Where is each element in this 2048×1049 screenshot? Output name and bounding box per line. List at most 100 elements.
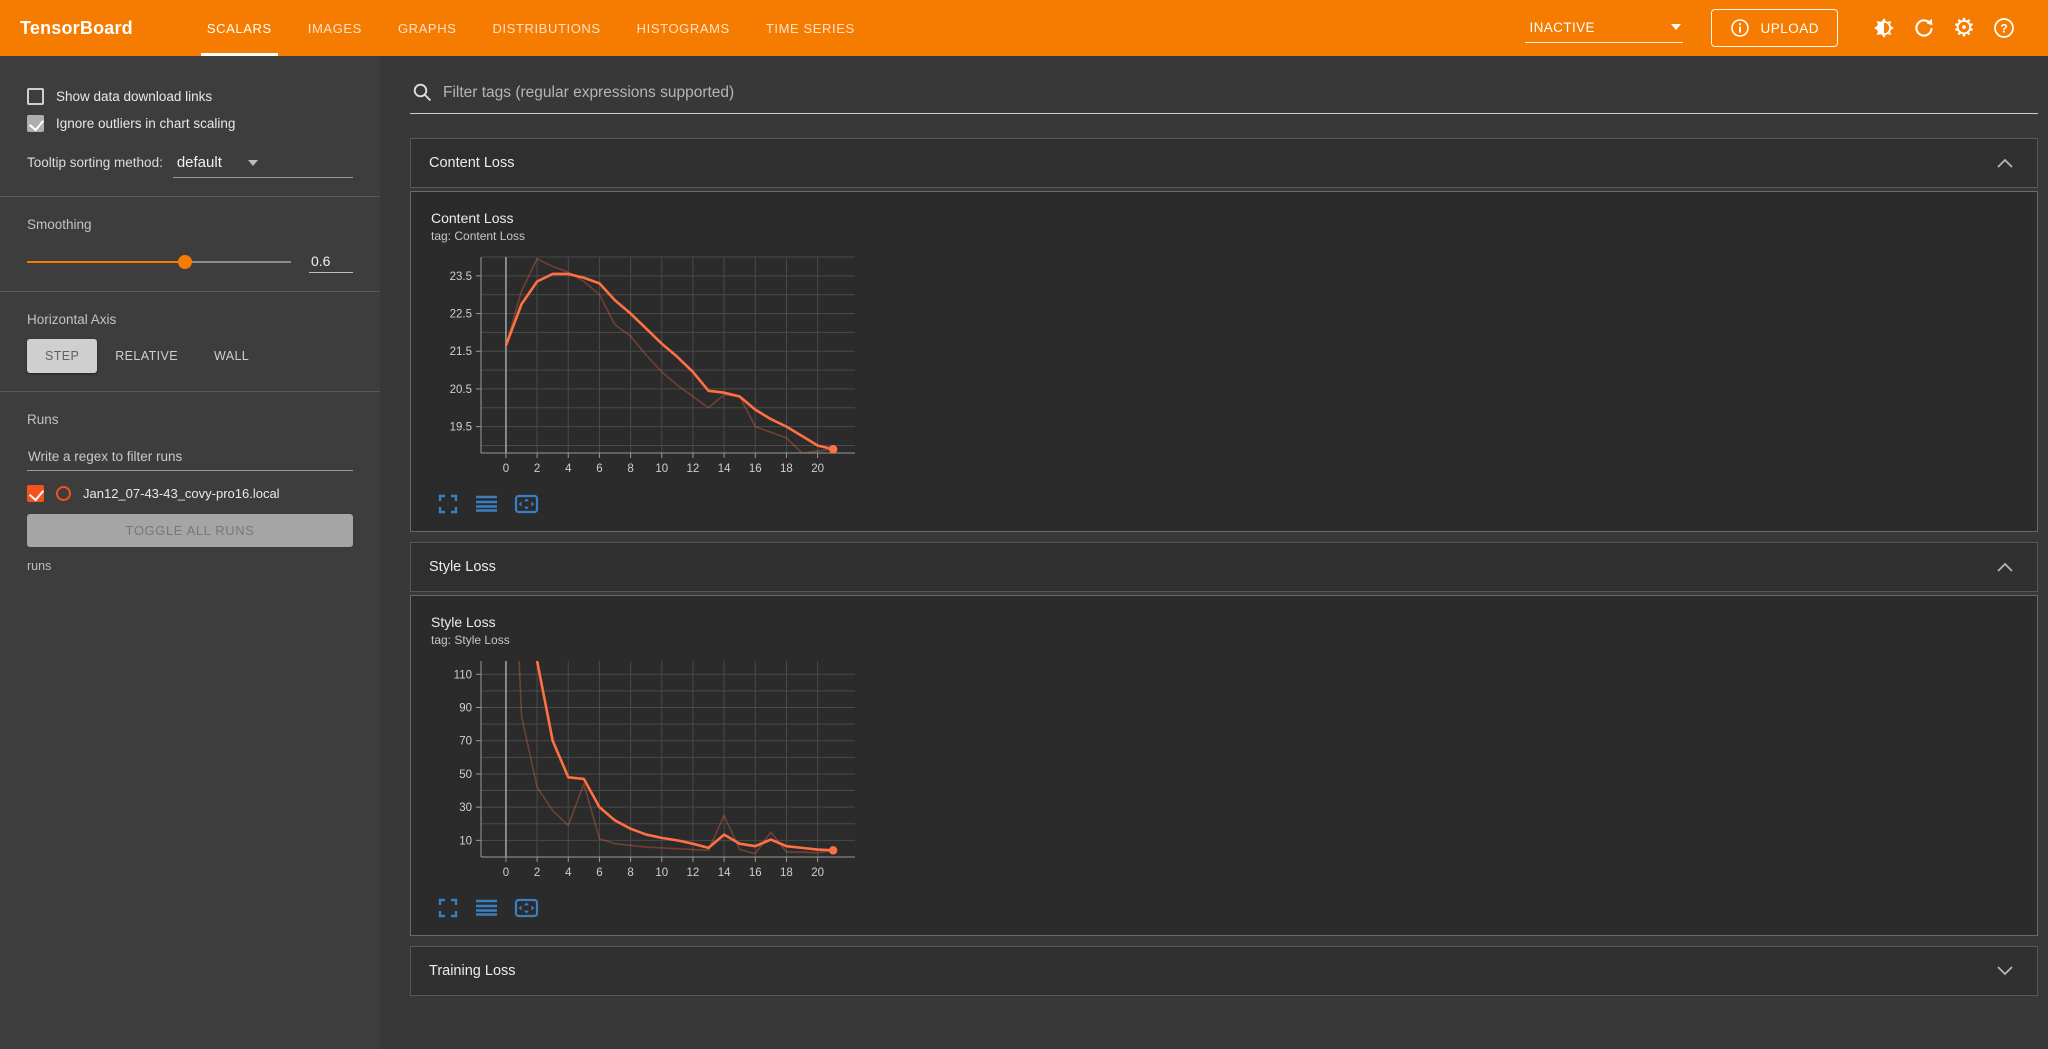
expand-icon[interactable] bbox=[437, 897, 459, 919]
axis-relative-button[interactable]: RELATIVE bbox=[97, 339, 196, 373]
chart-tag: tag: Content Loss bbox=[431, 229, 526, 243]
log-scale-lines-icon[interactable] bbox=[475, 897, 498, 919]
svg-text:19.5: 19.5 bbox=[450, 422, 472, 434]
upload-button-label: UPLOAD bbox=[1760, 20, 1819, 36]
chart-title: Content Loss bbox=[431, 210, 514, 226]
log-scale-lines-icon[interactable] bbox=[475, 493, 498, 515]
svg-text:0: 0 bbox=[503, 463, 509, 475]
settings-sidebar: Show data download links Ignore outliers… bbox=[0, 56, 380, 1049]
svg-text:21.5: 21.5 bbox=[450, 346, 472, 358]
svg-text:12: 12 bbox=[687, 867, 700, 879]
svg-text:4: 4 bbox=[565, 867, 572, 879]
scalars-dashboard: Content Loss Content Loss tag: Content L… bbox=[380, 56, 2048, 1049]
top-toolbar: TensorBoard SCALARS IMAGES GRAPHS DISTRI… bbox=[0, 0, 2048, 56]
slider-thumb[interactable] bbox=[178, 254, 193, 269]
section-body-style-loss: Style Loss tag: Style Loss 10 30 50 70 90 110… bbox=[410, 595, 2038, 936]
style-loss-line-chart[interactable]: 10 30 50 70 90 110 0 2 4 6 8 10 12 14 16 18 20 bbox=[431, 655, 861, 893]
toggle-all-runs-button[interactable]: TOGGLE ALL RUNS bbox=[27, 514, 353, 547]
fit-domain-icon[interactable] bbox=[514, 493, 539, 515]
refresh-icon[interactable] bbox=[1904, 8, 1944, 48]
expand-icon[interactable] bbox=[437, 493, 459, 515]
run-name: Jan12_07-43-43_covy-pro16.local bbox=[83, 486, 280, 501]
fit-domain-icon[interactable] bbox=[514, 897, 539, 919]
section-training-loss: Training Loss bbox=[410, 946, 2038, 996]
checkbox-unchecked-icon bbox=[27, 88, 44, 105]
gear-glyph: ⚙ bbox=[1952, 13, 1976, 42]
section-title: Content Loss bbox=[429, 155, 515, 171]
svg-text:10: 10 bbox=[655, 867, 668, 879]
run-list-item[interactable]: Jan12_07-43-43_covy-pro16.local bbox=[27, 485, 353, 502]
svg-text:0: 0 bbox=[503, 867, 509, 879]
chevron-up-icon[interactable] bbox=[1995, 157, 2015, 169]
tooltip-sort-value: default bbox=[176, 154, 222, 171]
info-icon bbox=[1731, 19, 1750, 37]
svg-text:20: 20 bbox=[811, 867, 824, 879]
tooltip-sort-select[interactable]: default bbox=[172, 152, 353, 178]
contrast-icon[interactable] bbox=[1864, 8, 1904, 48]
smoothing-value-input[interactable] bbox=[309, 250, 353, 273]
chart-tag: tag: Style Loss bbox=[431, 633, 510, 647]
tab-scalars[interactable]: SCALARS bbox=[189, 0, 290, 56]
run-color-circle-icon[interactable] bbox=[56, 486, 71, 501]
horizontal-axis-label: Horizontal Axis bbox=[27, 312, 117, 327]
svg-text:18: 18 bbox=[780, 867, 793, 879]
svg-text:2: 2 bbox=[534, 867, 540, 879]
show-download-links-label: Show data download links bbox=[56, 89, 213, 104]
tab-images[interactable]: IMAGES bbox=[307, 20, 362, 36]
content-loss-line-chart[interactable]: 19.5 20.5 21.5 22.5 23.5 0 2 4 6 8 10 12 14 16 18 20 bbox=[431, 251, 861, 489]
svg-text:14: 14 bbox=[718, 867, 731, 879]
section-body-content-loss: Content Loss tag: Content Loss 19.5 20.5 2… bbox=[410, 191, 2038, 532]
svg-text:12: 12 bbox=[687, 463, 700, 475]
chevron-up-icon[interactable] bbox=[1995, 561, 2015, 573]
status-dropdown[interactable]: INACTIVE bbox=[1525, 14, 1684, 43]
chevron-down-icon[interactable] bbox=[1995, 965, 2015, 977]
section-header-training-loss[interactable]: Training Loss bbox=[410, 946, 2038, 996]
chart-title: Style Loss bbox=[431, 614, 496, 630]
show-download-links-checkbox[interactable]: Show data download links bbox=[27, 88, 353, 105]
smoothing-label: Smoothing bbox=[27, 217, 92, 232]
tab-graphs[interactable]: GRAPHS bbox=[397, 20, 457, 36]
svg-text:20.5: 20.5 bbox=[450, 384, 472, 396]
chevron-down-icon bbox=[1671, 24, 1682, 30]
runs-caption: runs bbox=[27, 559, 52, 573]
divider bbox=[0, 391, 380, 392]
section-style-loss: Style Loss Style Loss tag: Style Loss 10… bbox=[410, 542, 2038, 936]
svg-text:16: 16 bbox=[749, 867, 762, 879]
axis-wall-button[interactable]: WALL bbox=[196, 339, 267, 373]
tab-time-series[interactable]: TIME SERIES bbox=[765, 20, 855, 36]
chart-card-content-loss: Content Loss tag: Content Loss 19.5 20.5 2… bbox=[431, 210, 861, 515]
svg-text:90: 90 bbox=[459, 703, 472, 715]
section-title: Training Loss bbox=[429, 963, 516, 979]
settings-gear-icon[interactable]: ⚙ bbox=[1944, 8, 1984, 48]
ignore-outliers-checkbox[interactable]: Ignore outliers in chart scaling bbox=[27, 115, 353, 132]
tab-histograms[interactable]: HISTOGRAMS bbox=[636, 20, 730, 36]
smoothing-slider[interactable] bbox=[27, 254, 291, 269]
divider bbox=[0, 291, 380, 292]
checkbox-checked-icon bbox=[27, 115, 44, 132]
upload-button[interactable]: UPLOAD bbox=[1711, 9, 1838, 47]
svg-text:6: 6 bbox=[596, 463, 602, 475]
ignore-outliers-label: Ignore outliers in chart scaling bbox=[56, 116, 236, 131]
svg-text:4: 4 bbox=[565, 463, 572, 475]
tab-distributions[interactable]: DISTRIBUTIONS bbox=[492, 20, 601, 36]
section-header-style-loss[interactable]: Style Loss bbox=[410, 542, 2038, 592]
tag-filter-input[interactable] bbox=[443, 83, 2036, 102]
svg-text:10: 10 bbox=[459, 835, 472, 847]
axis-step-button[interactable]: STEP bbox=[27, 339, 98, 373]
tag-filter-bar bbox=[410, 76, 2038, 114]
chevron-down-icon bbox=[247, 159, 258, 166]
status-dropdown-value: INACTIVE bbox=[1529, 19, 1595, 35]
svg-text:10: 10 bbox=[655, 463, 668, 475]
section-content-loss: Content Loss Content Loss tag: Content L… bbox=[410, 138, 2038, 532]
section-header-content-loss[interactable]: Content Loss bbox=[410, 138, 2038, 188]
svg-text:14: 14 bbox=[718, 463, 731, 475]
search-icon bbox=[413, 83, 432, 102]
nav-tabs: SCALARS IMAGES GRAPHS DISTRIBUTIONS HIST… bbox=[189, 0, 873, 56]
run-filter-input[interactable] bbox=[27, 443, 353, 471]
slider-fill bbox=[27, 260, 186, 263]
section-title: Style Loss bbox=[429, 559, 496, 575]
runs-label: Runs bbox=[27, 412, 59, 427]
svg-text:6: 6 bbox=[596, 867, 602, 879]
help-icon[interactable]: ? bbox=[1984, 8, 2024, 48]
run-checkbox-checked-icon[interactable] bbox=[27, 485, 44, 502]
